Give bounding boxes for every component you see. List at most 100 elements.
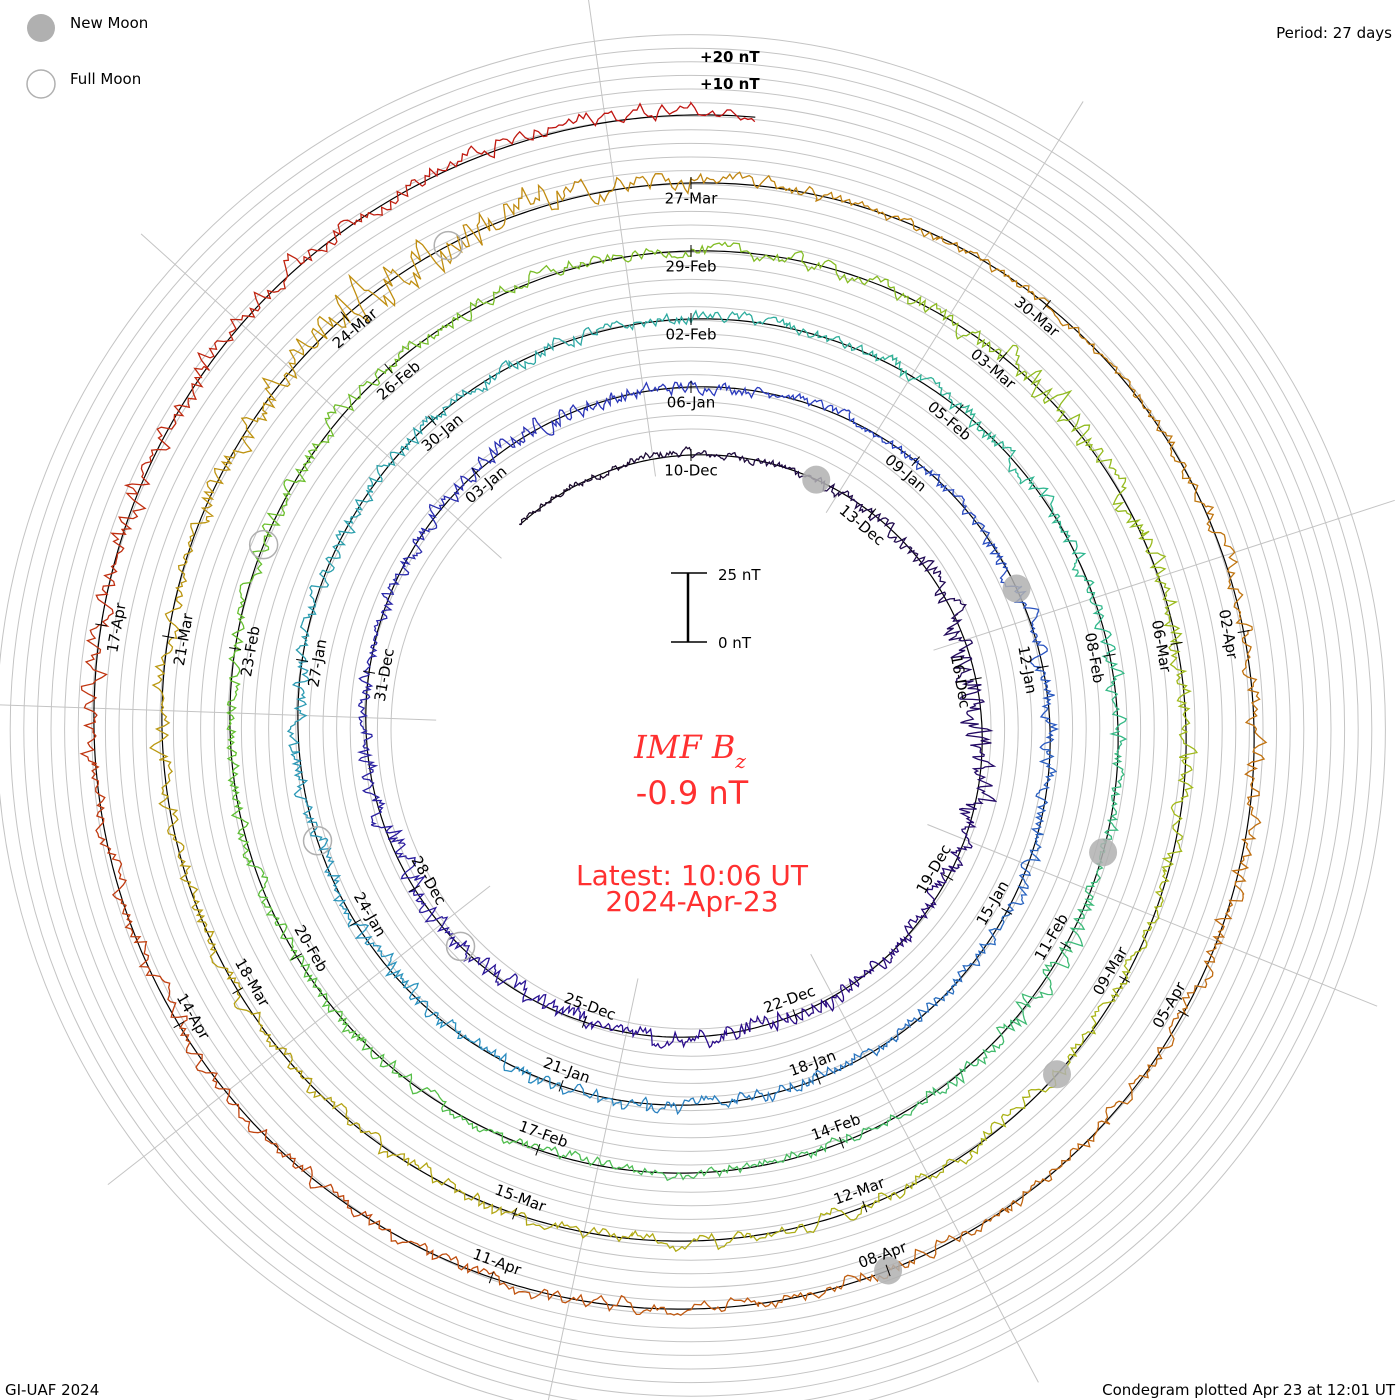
- bz-trace-day: [848, 411, 918, 461]
- bz-trace-day: [815, 191, 939, 241]
- full-moon-marker: [302, 826, 333, 856]
- date-tick: [173, 1021, 185, 1029]
- plotted-label: Condegram plotted Apr 23 at 12:01 UT: [1102, 1381, 1396, 1399]
- grid-circle: [0, 34, 1386, 1400]
- bz-trace-day: [690, 380, 771, 399]
- bz-trace-day: [757, 1265, 890, 1309]
- date-label: 09-Mar: [1089, 943, 1131, 998]
- bz-trace-day: [863, 1152, 973, 1209]
- grid-circle: [254, 292, 1128, 1166]
- bz-trace-day: [1005, 832, 1044, 912]
- date-label: 30-Mar: [1011, 293, 1064, 341]
- date-tick: [1001, 907, 1013, 915]
- bz-trace-day: [1231, 761, 1262, 895]
- date-tick: [232, 987, 244, 995]
- date-tick: [942, 873, 954, 881]
- bz-trace-day: [1006, 946, 1074, 1032]
- bz-trace-day: [441, 1107, 540, 1149]
- date-label: 05-Feb: [924, 398, 975, 445]
- bz-trace-day: [1241, 629, 1268, 763]
- grid-circle: [118, 156, 1264, 1302]
- legend: New Moon Full Moon: [26, 14, 148, 99]
- date-tick: [815, 1072, 821, 1085]
- radial-gridline: [825, 101, 1084, 514]
- title-subscript: z: [734, 749, 746, 773]
- grid-circle: [50, 88, 1332, 1370]
- baseline-spiral-line: [93, 114, 1255, 1310]
- bz-trace-day: [1004, 344, 1091, 441]
- bz-trace-day: [245, 859, 298, 961]
- bz-trace-day: [446, 183, 566, 254]
- legend-full-moon: Full Moon: [70, 70, 141, 88]
- bz-trace-day: [1076, 437, 1145, 535]
- bz-trace-day: [690, 450, 754, 467]
- date-tick: [581, 1016, 587, 1028]
- bz-trace-day: [522, 980, 588, 1025]
- bz-trace-day: [815, 1036, 898, 1077]
- bz-trace-day: [197, 252, 297, 372]
- radial-gridline: [927, 824, 1378, 1007]
- bz-trace-day: [868, 510, 919, 563]
- bz-trace-day: [1030, 748, 1058, 834]
- date-tick: [488, 1271, 494, 1284]
- bz-trace-day: [913, 458, 977, 518]
- bz-trace-day: [1064, 850, 1105, 948]
- grid-circle: [268, 306, 1114, 1152]
- bz-trace-day: [1161, 756, 1194, 872]
- bz-trace-day: [653, 1027, 728, 1049]
- bz-trace-day: [368, 1217, 495, 1275]
- bz-trace-day: [690, 100, 756, 123]
- bz-trace-day: [120, 899, 188, 1023]
- bz-trace-day: [79, 624, 108, 765]
- new-moon-marker: [1089, 838, 1118, 867]
- bz-trace-day: [623, 1297, 760, 1316]
- date-label: 27-Mar: [665, 190, 719, 208]
- bz-trace-day: [538, 1146, 640, 1174]
- bz-trace-day: [627, 445, 692, 466]
- bz-trace-day: [407, 1158, 518, 1216]
- date-label: 30-Jan: [418, 410, 467, 455]
- bz-trace-day: [801, 254, 909, 302]
- bz-trace-day: [969, 1069, 1057, 1155]
- date-label: 13-Dec: [836, 501, 889, 549]
- full-moon-legend-icon: [26, 69, 56, 99]
- bz-trace-day: [322, 489, 374, 574]
- date-label: 24-Jan: [350, 889, 390, 940]
- bz-trace-day: [164, 520, 210, 640]
- bz-trace-day: [853, 933, 913, 979]
- date-tick: [1170, 641, 1183, 645]
- bz-trace-day: [917, 556, 967, 616]
- radial-gridline: [547, 978, 639, 1400]
- bz-trace-day: [1054, 979, 1128, 1076]
- date-label: 12-Mar: [831, 1173, 888, 1208]
- full-moon-marker: [445, 931, 476, 962]
- bz-trace-day: [370, 824, 427, 893]
- bz-trace-day: [768, 392, 851, 415]
- date-tick: [363, 670, 376, 674]
- date-tick: [229, 647, 242, 651]
- grid-circle: [295, 333, 1087, 1125]
- bz-trace-day: [1101, 654, 1128, 755]
- date-label: 06-Jan: [667, 394, 715, 412]
- bz-trace-day: [1019, 475, 1087, 563]
- grid-circle: [240, 278, 1142, 1180]
- bz-trace-day: [610, 381, 692, 404]
- radial-gridline: [107, 885, 491, 1185]
- bz-trace-day: [95, 487, 147, 628]
- grid-circle: [390, 428, 992, 1030]
- bz-trace-day: [1005, 1119, 1111, 1212]
- date-tick: [558, 1080, 564, 1092]
- grid-circle: [23, 61, 1359, 1397]
- bz-trace-day: [1121, 869, 1170, 981]
- bz-trace-day: [955, 680, 994, 746]
- bz-trace-day: [690, 241, 804, 263]
- bz-trace-day: [840, 1090, 932, 1144]
- bz-trace-day: [408, 990, 483, 1050]
- bz-trace-day: [311, 367, 390, 452]
- date-label: 05-Apr: [1149, 978, 1190, 1031]
- date-label: 28-Dec: [408, 853, 450, 908]
- date-tick: [512, 1207, 518, 1220]
- bz-trace-day: [519, 487, 571, 525]
